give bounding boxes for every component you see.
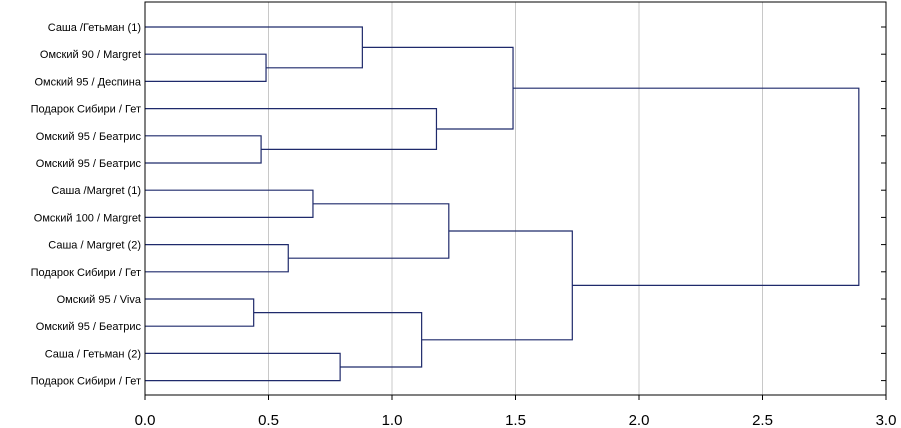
- leaf-labels: Саша /Гетьман (1) Омский 90 / Margret Омск…: [31, 22, 142, 388]
- x-tick-label: 0.0: [135, 412, 156, 428]
- leaf-label: Подарок Сибири / Гет: [31, 104, 141, 116]
- leaf-label: Саша / Margret (2): [48, 240, 141, 252]
- dendrogram-links: [145, 26, 860, 382]
- leaf-label: Подарок Сибири / Гет: [31, 376, 141, 388]
- merge-link: [513, 87, 860, 286]
- leaf-label: Омский 95 / Беатрис: [36, 158, 142, 170]
- x-tick-label: 1.0: [382, 412, 403, 428]
- x-tick-label: 1.5: [505, 412, 526, 428]
- leaf-label: Омский 95 / Viva: [57, 294, 142, 306]
- leaf-label: Саша / Гетьман (2): [45, 348, 141, 360]
- x-axis: 0.0 0.5 1.0 1.5 2.0 2.5 3.0: [135, 395, 897, 428]
- leaf-label: Саша /Margret (1): [51, 185, 141, 197]
- leaf-label: Омский 95 / Беатрис: [36, 131, 142, 143]
- leaf-label: Омский 95 / Деспина: [34, 76, 141, 88]
- y-tick-marks: [881, 26, 886, 382]
- x-tick-label: 0.5: [258, 412, 279, 428]
- leaf-label: Омский 95 / Беатрис: [36, 321, 142, 333]
- leaf-label: Подарок Сибири / Гет: [31, 267, 141, 279]
- x-tick-label: 3.0: [876, 412, 897, 428]
- leaf-label: Саша /Гетьман (1): [48, 22, 141, 34]
- leaf-label: Омский 100 / Margret: [34, 212, 141, 224]
- x-tick-label: 2.5: [752, 412, 773, 428]
- leaf-label: Омский 90 / Margret: [40, 49, 141, 61]
- x-tick-label: 2.0: [629, 412, 650, 428]
